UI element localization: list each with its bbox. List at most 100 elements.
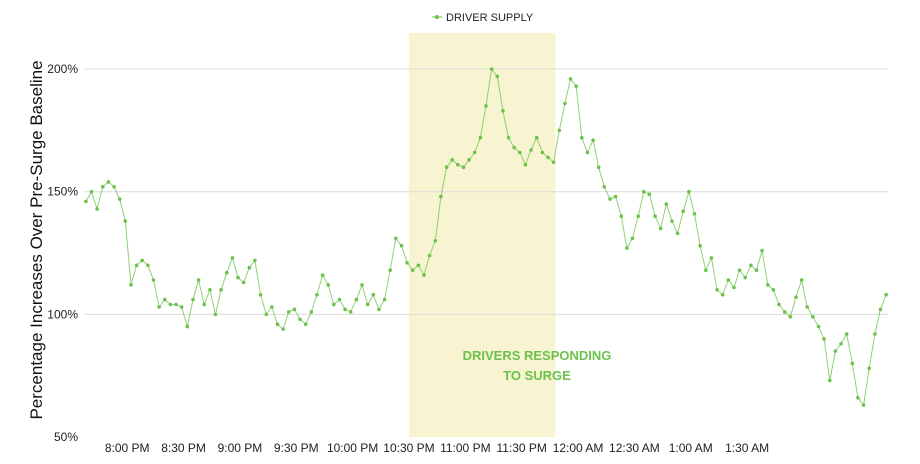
data-point bbox=[275, 322, 280, 327]
data-point bbox=[512, 145, 516, 150]
data-point bbox=[523, 162, 528, 167]
data-point bbox=[382, 297, 387, 302]
data-point bbox=[704, 268, 708, 273]
data-point bbox=[191, 297, 195, 302]
data-point bbox=[828, 378, 832, 383]
data-point bbox=[394, 236, 398, 241]
y-tick-label: 200% bbox=[47, 62, 78, 76]
data-point bbox=[134, 263, 139, 268]
data-point bbox=[574, 84, 578, 88]
data-point bbox=[416, 263, 421, 268]
data-point bbox=[433, 239, 438, 243]
data-point bbox=[687, 189, 691, 194]
data-point bbox=[591, 138, 595, 142]
x-axis-ticks: 8:00 PM 8:30 PM 9:00 PM 9:30 PM 10:00 PM 10:3… bbox=[105, 441, 769, 455]
data-point bbox=[315, 292, 319, 297]
legend-label: DRIVER SUPPLY bbox=[446, 12, 534, 24]
y-tick-label: 150% bbox=[47, 185, 78, 199]
data-point bbox=[129, 283, 133, 287]
data-point bbox=[608, 197, 612, 201]
data-point bbox=[163, 297, 167, 302]
data-point bbox=[489, 67, 494, 71]
data-point bbox=[737, 268, 742, 273]
data-point bbox=[754, 268, 759, 273]
data-point bbox=[811, 315, 815, 319]
data-point bbox=[664, 202, 669, 206]
data-point bbox=[140, 258, 144, 263]
x-tick-label: 8:30 PM bbox=[161, 441, 206, 455]
data-point bbox=[253, 258, 257, 263]
x-tick-label: 9:00 PM bbox=[218, 441, 263, 455]
data-point bbox=[112, 185, 116, 189]
annotation-line-1: DRIVERS RESPONDING bbox=[463, 348, 612, 363]
data-point bbox=[839, 342, 843, 346]
data-point bbox=[337, 297, 342, 302]
y-tick-label: 100% bbox=[47, 307, 78, 321]
data-point bbox=[675, 231, 680, 236]
data-point bbox=[123, 219, 128, 223]
data-point bbox=[501, 109, 505, 113]
data-point bbox=[241, 280, 246, 285]
data-point bbox=[106, 180, 111, 184]
y-axis-label: Percentage Increases Over Pre-Surge Base… bbox=[27, 60, 46, 419]
data-point bbox=[225, 270, 229, 275]
data-point bbox=[444, 165, 449, 169]
data-point bbox=[642, 189, 646, 194]
data-point bbox=[89, 189, 94, 194]
data-point bbox=[258, 292, 263, 297]
x-tick-label: 12:00 AM bbox=[553, 441, 604, 455]
x-tick-label: 1:00 AM bbox=[669, 441, 713, 455]
data-point bbox=[878, 307, 883, 312]
data-point bbox=[670, 219, 674, 223]
x-tick-label: 8:00 PM bbox=[105, 441, 150, 455]
data-point bbox=[506, 135, 511, 140]
data-point bbox=[461, 165, 466, 169]
data-point bbox=[563, 101, 567, 106]
data-point bbox=[354, 297, 359, 302]
data-point bbox=[658, 226, 663, 231]
data-point bbox=[478, 135, 483, 140]
data-point bbox=[202, 302, 206, 307]
data-point bbox=[332, 302, 336, 307]
data-point bbox=[619, 214, 624, 218]
data-point bbox=[303, 322, 308, 327]
y-tick-label: 50% bbox=[54, 430, 78, 444]
data-point bbox=[884, 292, 888, 297]
data-point bbox=[208, 288, 212, 292]
legend-marker bbox=[435, 15, 439, 19]
data-point bbox=[281, 327, 285, 331]
data-point bbox=[546, 155, 550, 160]
legend: DRIVER SUPPLY bbox=[432, 12, 534, 24]
data-point bbox=[557, 128, 562, 133]
data-point bbox=[399, 243, 404, 248]
y-axis-ticks: 50% 100% 150% 200% bbox=[47, 62, 78, 444]
annotation-line-2: TO SURGE bbox=[503, 368, 571, 383]
data-point bbox=[534, 135, 539, 140]
data-point bbox=[794, 295, 798, 300]
data-point bbox=[743, 275, 747, 280]
data-point bbox=[805, 305, 809, 309]
data-point bbox=[348, 310, 353, 314]
data-point bbox=[529, 148, 533, 152]
x-tick-label: 11:30 PM bbox=[496, 441, 546, 455]
data-point bbox=[185, 324, 190, 329]
data-point bbox=[450, 158, 455, 162]
data-point bbox=[117, 197, 122, 201]
data-point bbox=[343, 307, 347, 312]
data-point bbox=[799, 278, 804, 282]
data-point bbox=[709, 256, 714, 260]
data-point bbox=[292, 307, 297, 312]
data-point bbox=[771, 288, 776, 292]
data-point bbox=[371, 292, 376, 297]
data-point bbox=[422, 273, 426, 277]
data-point bbox=[377, 307, 381, 312]
data-point bbox=[681, 209, 685, 214]
data-point bbox=[749, 263, 753, 268]
data-point bbox=[264, 312, 269, 317]
data-point bbox=[365, 302, 370, 307]
data-point bbox=[720, 292, 725, 297]
data-point bbox=[309, 310, 314, 314]
data-point bbox=[174, 302, 178, 307]
data-point bbox=[298, 317, 302, 322]
